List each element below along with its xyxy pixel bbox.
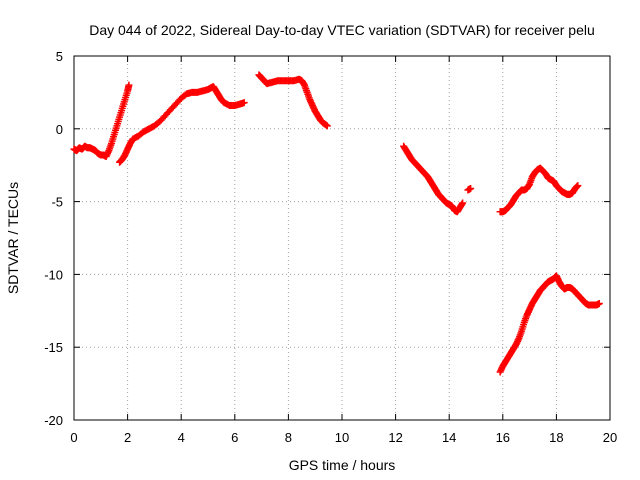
x-tick-label: 10	[335, 430, 349, 445]
x-tick-label: 12	[388, 430, 402, 445]
x-tick-label: 0	[70, 430, 77, 445]
data-point	[574, 182, 582, 190]
data-point	[323, 122, 331, 130]
data-point	[125, 81, 133, 89]
data-marks	[70, 71, 603, 376]
series-arc-6	[496, 164, 582, 216]
x-tick-label: 14	[442, 430, 456, 445]
chart-title: Day 044 of 2022, Sidereal Day-to-day VTE…	[89, 22, 595, 38]
data-point	[467, 184, 475, 192]
x-tick-label: 20	[603, 430, 617, 445]
series-arc-3	[255, 71, 331, 130]
y-tick-label: -5	[51, 195, 63, 210]
grid	[74, 56, 610, 420]
x-tick-label: 8	[285, 430, 292, 445]
series-arc-4	[400, 142, 467, 216]
y-axis-label: SDTVAR / TECUs	[5, 182, 21, 294]
series-arc-1	[70, 81, 133, 160]
x-tick-label: 16	[496, 430, 510, 445]
series-arc-2	[116, 83, 248, 166]
y-tick-label: 5	[56, 49, 63, 64]
axis-ticks: 0 2 4 6 8 10 12 14 16 18 20 5 0 -5 -10 -15 -20	[44, 49, 617, 445]
data-point	[459, 199, 467, 207]
x-axis-label: GPS time / hours	[289, 457, 396, 473]
data-point	[595, 300, 603, 308]
series-arc-5	[464, 184, 475, 194]
data-point	[240, 99, 248, 107]
x-tick-label: 2	[124, 430, 131, 445]
x-tick-label: 4	[178, 430, 185, 445]
y-tick-label: 0	[56, 122, 63, 137]
y-tick-label: -10	[44, 267, 63, 282]
x-tick-label: 18	[549, 430, 563, 445]
plot-frame	[73, 55, 611, 421]
x-tick-label: 6	[231, 430, 238, 445]
series-arc-7	[496, 272, 603, 376]
y-tick-label: -20	[44, 413, 63, 428]
y-tick-label: -15	[44, 340, 63, 355]
